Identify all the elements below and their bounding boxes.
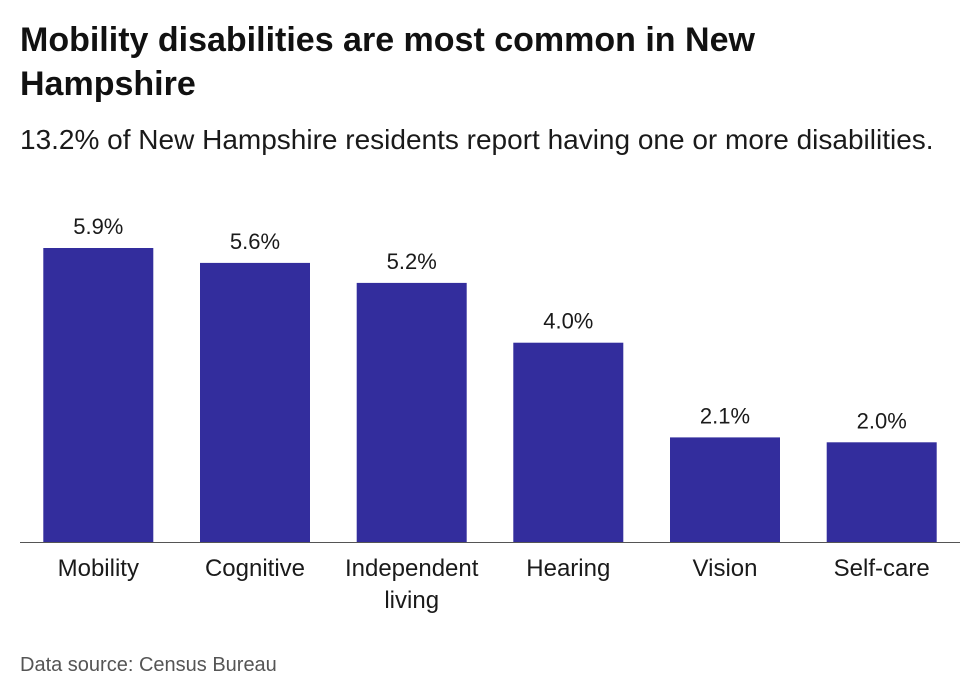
chart-title: Mobility disabilities are most common in… <box>20 21 755 103</box>
bar-self-care <box>826 442 937 542</box>
data-label: 2.0% <box>857 408 907 433</box>
category-label: Independent <box>345 555 479 582</box>
data-label: 4.0% <box>543 309 593 334</box>
category-label: living <box>384 587 439 614</box>
category-label: Cognitive <box>205 555 305 582</box>
data-source: Data source: Census Bureau <box>20 654 277 676</box>
bar-chart: 5.9% Mobility 5.6% Cognitive 5.2% Independent… <box>20 214 960 614</box>
chart-subtitle: 13.2% of New Hampshire residents report … <box>20 124 934 155</box>
bar-vision <box>670 437 780 542</box>
category-label: Self-care <box>834 555 930 582</box>
category-label: Mobility <box>58 555 139 582</box>
data-label: 5.6% <box>230 229 280 254</box>
bar-mobility <box>43 248 154 542</box>
data-label: 2.1% <box>700 403 750 428</box>
data-label: 5.2% <box>387 249 437 274</box>
bar-hearing <box>513 342 624 542</box>
data-label: 5.9% <box>73 214 123 239</box>
category-label: Hearing <box>526 555 610 582</box>
bar-independent-living <box>356 282 467 542</box>
category-label: Vision <box>693 555 758 582</box>
bar-cognitive <box>200 262 310 542</box>
